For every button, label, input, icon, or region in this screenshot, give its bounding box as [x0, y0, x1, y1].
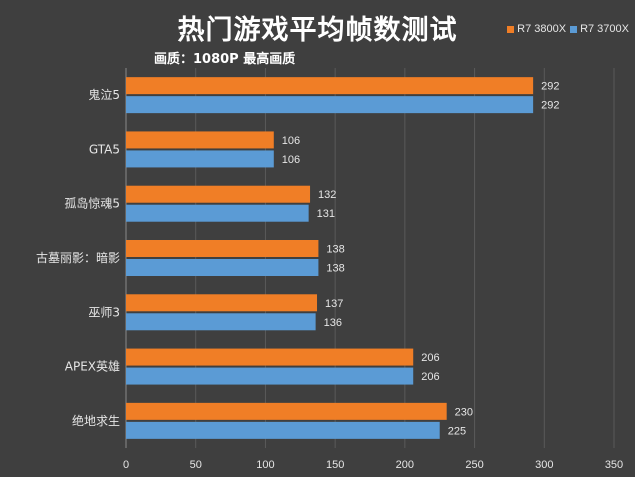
y-category-label: APEX英雄: [65, 359, 120, 374]
bar-series-2: [126, 367, 414, 385]
data-label: 136: [324, 317, 342, 329]
data-label: 137: [325, 298, 343, 310]
legend-swatch-series-1: [507, 25, 515, 33]
bar-series-1: [126, 131, 274, 149]
data-label: 132: [318, 189, 336, 201]
data-label: 292: [541, 81, 559, 93]
data-label: 131: [317, 208, 335, 220]
bar-series-1: [126, 348, 414, 366]
chart-subtitle: 画质：1080P 最高画质: [154, 52, 296, 67]
y-category-label: 巫师3: [88, 305, 120, 319]
bar-series-1: [126, 240, 319, 257]
bar-series-2: [126, 96, 534, 114]
bar-series-2: [126, 421, 440, 439]
x-tick-label: 300: [535, 459, 553, 471]
data-label: 225: [448, 425, 466, 437]
bar-series-2: [126, 259, 319, 276]
y-category-label: GTA5: [89, 142, 120, 156]
legend: R7 3800X R7 3700X: [507, 23, 629, 35]
legend-item-series-1: R7 3800X: [507, 23, 566, 35]
data-label: 106: [282, 154, 300, 166]
data-label: 138: [326, 244, 344, 256]
x-tick-label: 150: [326, 459, 344, 471]
bar-series-2: [126, 313, 316, 331]
y-category-label: 鬼泣5: [88, 87, 120, 102]
x-tick-label: 200: [396, 459, 414, 471]
bar-series-2: [126, 150, 274, 168]
legend-label-series-2: R7 3700X: [580, 23, 629, 35]
x-tick-label: 250: [465, 459, 483, 471]
data-label: 206: [421, 352, 439, 364]
legend-label-series-1: R7 3800X: [517, 23, 567, 35]
x-tick-label: 100: [256, 459, 274, 471]
data-label: 292: [541, 100, 559, 112]
bar-series-1: [126, 77, 534, 95]
bar-series-2: [126, 204, 309, 222]
bar-series-1: [126, 294, 318, 312]
data-label: 106: [282, 135, 300, 147]
legend-item-series-2: R7 3700X: [570, 23, 629, 35]
legend-swatch-series-2: [570, 25, 578, 33]
y-category-label: 绝地求生: [72, 413, 120, 428]
data-label: 230: [455, 406, 473, 418]
x-tick-label: 0: [123, 459, 129, 471]
x-tick-label: 350: [605, 459, 623, 471]
y-category-label: 孤岛惊魂5: [64, 196, 120, 211]
data-label: 138: [326, 263, 344, 275]
bar-series-1: [126, 185, 311, 203]
data-label: 206: [421, 371, 439, 383]
bar-series-1: [126, 402, 447, 420]
y-category-label: 古墓丽影：暗影: [36, 250, 120, 265]
chart-title: 热门游戏平均帧数测试: [177, 15, 458, 46]
x-tick-label: 50: [190, 459, 202, 471]
